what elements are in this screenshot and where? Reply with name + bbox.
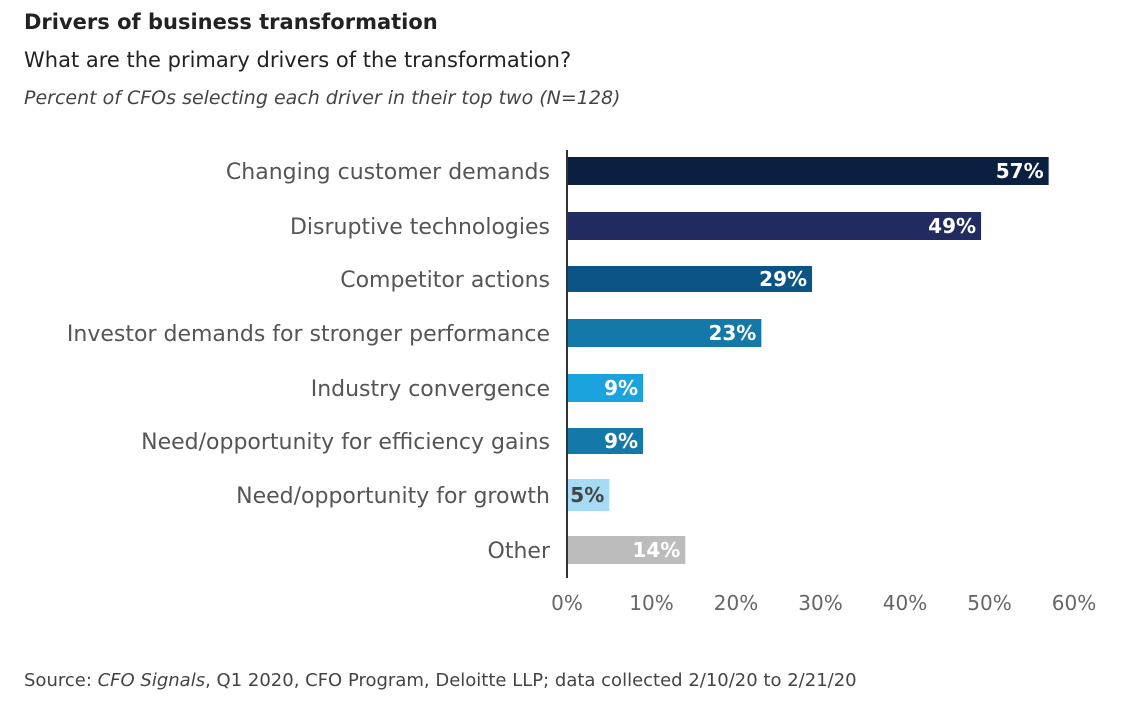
x-tick-label: 10% xyxy=(629,591,673,615)
x-tick-label: 0% xyxy=(551,591,583,615)
source-publication: CFO Signals xyxy=(97,670,206,691)
data-label: 9% xyxy=(604,429,638,453)
bar xyxy=(567,374,644,402)
bar xyxy=(567,536,686,564)
category-label: Need/opportunity for growth xyxy=(236,484,550,509)
bar xyxy=(567,157,1049,185)
data-label: 9% xyxy=(604,376,638,400)
category-label: Changing customer demands xyxy=(226,160,550,185)
x-tick-label: 20% xyxy=(714,591,758,615)
bar xyxy=(567,266,813,292)
category-label: Industry convergence xyxy=(311,377,550,402)
chart-subtitle: What are the primary drivers of the tran… xyxy=(24,48,572,72)
x-tick-label: 60% xyxy=(1052,591,1096,615)
category-label: Need/opportunity for efficiency gains xyxy=(141,430,550,455)
category-label: Investor demands for stronger performanc… xyxy=(67,322,550,347)
bar xyxy=(567,212,982,240)
source-note: Source: CFO Signals, Q1 2020, CFO Progra… xyxy=(24,670,857,691)
data-label: 29% xyxy=(759,267,807,291)
category-label: Disruptive technologies xyxy=(290,215,550,240)
data-label: 5% xyxy=(570,483,604,507)
x-tick-label: 30% xyxy=(798,591,842,615)
chart-title: Drivers of business transformation xyxy=(24,10,438,34)
source-prefix: Source: xyxy=(24,670,98,691)
x-tick-label: 40% xyxy=(883,591,927,615)
x-tick-label: 50% xyxy=(967,591,1011,615)
data-label: 23% xyxy=(708,321,756,345)
data-label: 14% xyxy=(632,538,680,562)
bar xyxy=(567,479,610,511)
category-label: Competitor actions xyxy=(340,268,550,293)
chart-note: Percent of CFOs selecting each driver in… xyxy=(24,87,621,109)
bar xyxy=(567,319,762,347)
data-label: 49% xyxy=(928,214,976,238)
source-rest: , Q1 2020, CFO Program, Deloitte LLP; da… xyxy=(205,670,857,691)
data-label: 57% xyxy=(996,159,1044,183)
bar xyxy=(567,428,644,454)
category-label: Other xyxy=(488,539,551,564)
